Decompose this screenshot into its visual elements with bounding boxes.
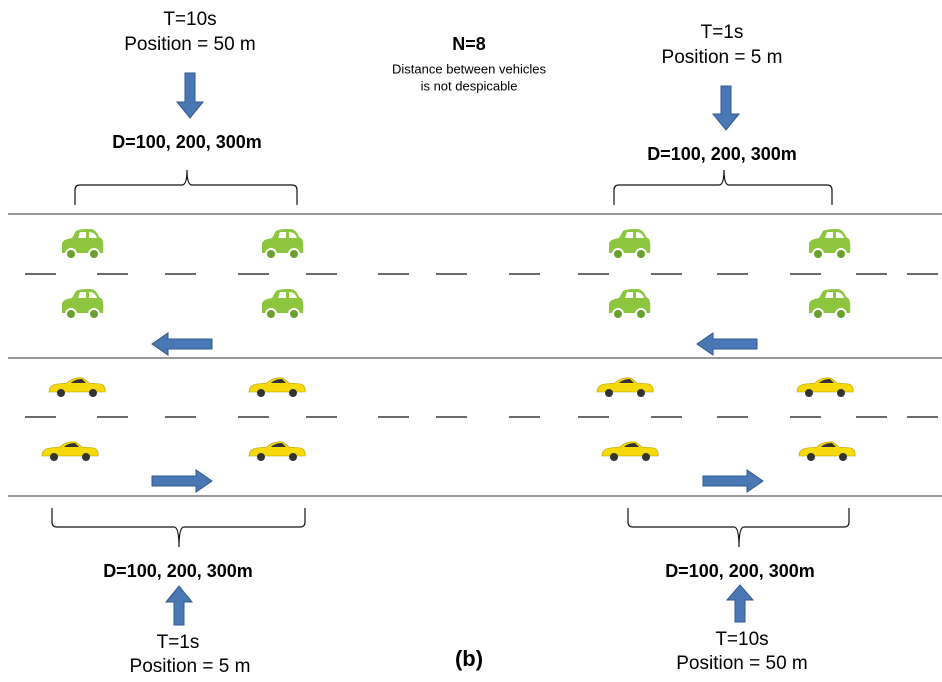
brace [52, 508, 305, 547]
distance-label: D=100, 200, 300m [647, 144, 797, 164]
yellow-car [602, 442, 658, 461]
up-arrow [166, 586, 192, 625]
green-car [62, 289, 103, 319]
down-arrow [177, 73, 203, 118]
left-arrow [152, 333, 212, 355]
up-arrow [727, 585, 753, 622]
green-car [609, 289, 650, 319]
position-label: Position = 5 m [662, 47, 783, 68]
center-title: N=8 [452, 34, 486, 54]
distance-label: D=100, 200, 300m [112, 132, 262, 152]
green-car [262, 229, 303, 259]
yellow-car [249, 442, 305, 461]
position-label: Position = 5 m [130, 656, 251, 677]
brace [614, 170, 832, 205]
yellow-car [249, 378, 305, 397]
center-note: Distance between vehicles [392, 61, 546, 76]
green-car [809, 289, 850, 319]
left-arrow [697, 333, 757, 355]
yellow-car [597, 378, 653, 397]
position-label: Position = 50 m [124, 34, 256, 55]
center-note: is not despicable [421, 78, 518, 93]
yellow-car [797, 378, 853, 397]
time-label: T=10s [163, 9, 216, 30]
green-car [809, 229, 850, 259]
caption: (b) [455, 646, 483, 671]
yellow-car [49, 378, 105, 397]
green-car [62, 229, 103, 259]
yellow-car [799, 442, 855, 461]
time-label: T=1s [157, 632, 200, 653]
right-arrow [152, 470, 212, 492]
green-car [609, 229, 650, 259]
scene: T=10s Position = 50 m D=100, 200, 300m N… [0, 0, 942, 682]
down-arrow [713, 86, 739, 130]
time-label: T=1s [701, 22, 744, 43]
green-car [262, 289, 303, 319]
time-label: T=10s [715, 629, 768, 650]
distance-label: D=100, 200, 300m [665, 561, 815, 581]
right-arrow [703, 470, 763, 492]
yellow-car [42, 442, 98, 461]
position-label: Position = 50 m [676, 653, 808, 674]
brace [75, 170, 297, 205]
brace [628, 508, 849, 547]
distance-label: D=100, 200, 300m [103, 561, 253, 581]
